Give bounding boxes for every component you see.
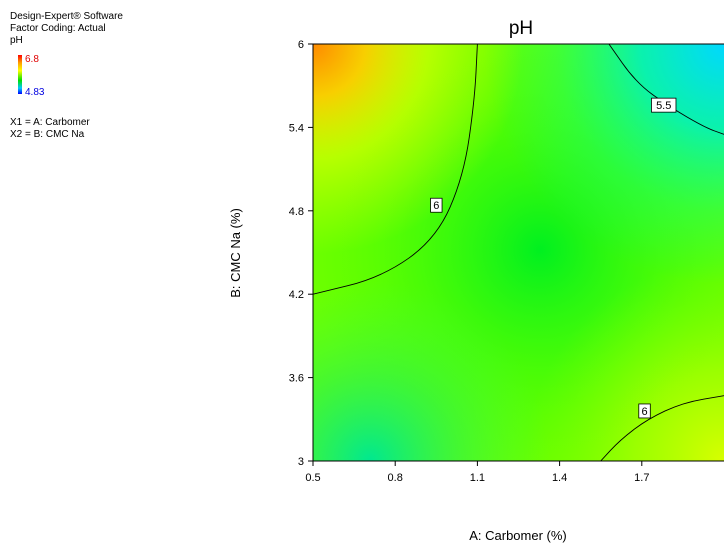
chart-title: pH [509, 18, 533, 39]
y-tick-label: 3 [298, 456, 304, 468]
contour-label-box [651, 97, 677, 113]
contour-label-box [430, 197, 443, 213]
x-tick-label: 1.7 [634, 472, 649, 484]
factor-x2: X2 = B: CMC Na [10, 129, 85, 140]
contour-labels: 65.56 [430, 97, 677, 419]
design-info: Design-Expert® Software Factor Coding: A… [10, 11, 123, 47]
contour-label: 6 [641, 406, 647, 418]
x-tick-label: 0.5 [305, 472, 320, 484]
heat-top-left [313, 44, 724, 461]
x-tick-label: 1.4 [552, 472, 567, 484]
plot-area [313, 44, 724, 461]
y-tick-label: 4.2 [289, 289, 304, 301]
y-tick-label: 3.6 [289, 373, 304, 385]
x-tick-label: 0.8 [388, 472, 403, 484]
legend-low-value: 4.83 [25, 87, 45, 98]
contour-line [313, 44, 478, 295]
x-axis-label: A: Carbomer (%) [469, 528, 567, 543]
y-tick-label: 4.8 [289, 206, 304, 218]
color-legend-bar [18, 55, 22, 94]
coding-label: Factor Coding: Actual [10, 23, 106, 34]
contour-label-box [638, 403, 651, 419]
legend-high-value: 6.8 [25, 54, 39, 65]
contour-label: 6 [433, 200, 439, 212]
response-label: pH [10, 35, 23, 46]
factor-x1: X1 = A: Carbomer [10, 117, 90, 128]
software-label: Design-Expert® Software [10, 11, 123, 22]
axis-ticks: 0.5 0.8 1.1 1.4 1.7 3 3.6 4.2 4.8 5.4 6 [289, 39, 650, 484]
x-tick-label: 1.1 [470, 472, 485, 484]
contour-lines [313, 44, 724, 461]
factor-list: X1 = A: Carbomer X2 = B: CMC Na [10, 117, 90, 141]
y-tick-label: 6 [298, 39, 304, 51]
contour-line [608, 44, 724, 135]
y-axis-label: B: CMC Na (%) [228, 208, 243, 298]
contour-label: 5.5 [656, 100, 671, 112]
contour-line [600, 395, 724, 461]
y-tick-label: 5.4 [289, 122, 304, 134]
